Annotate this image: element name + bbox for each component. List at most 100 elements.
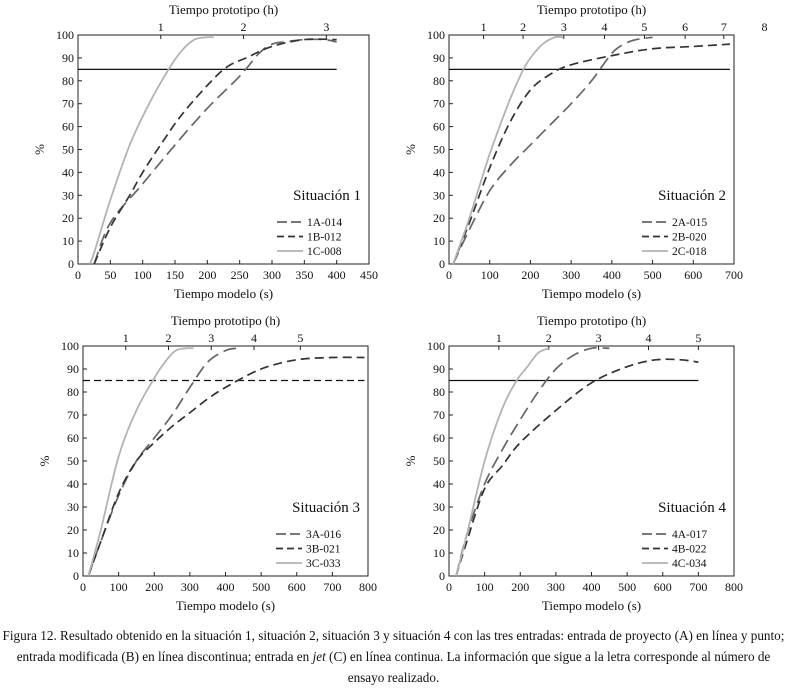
y-tick-label: 80 [62,74,74,88]
y-tick-label: 10 [433,234,445,248]
y-tick-label: 20 [433,211,445,225]
top-tick-label: 2 [520,20,526,34]
legend-label: 3B-021 [306,544,341,556]
y-tick-label: 60 [433,120,445,134]
y-tick-label: 70 [433,97,445,111]
top-axis-label: Tiempo prototipo (h) [537,313,646,328]
x-tick-label: 350 [295,268,313,282]
x-tick-label: 300 [181,580,199,594]
top-axis-label: Tiempo prototipo (h) [537,2,646,17]
chart-panel-4: 0 10 20 30 40 50 60 70 80 90 100 0 100 200 300 400 500 60… [403,313,743,613]
x-tick-label: 400 [328,268,346,282]
y-tick-label: 30 [433,500,445,514]
y-tick-label: 80 [433,385,445,399]
x-tick-label: 0 [446,268,452,282]
x-tick-label: 50 [104,268,116,282]
legend-label: 1B-012 [307,232,342,244]
x-tick-label: 500 [618,580,636,594]
x-tick-label: 600 [654,580,672,594]
y-tick-label: 60 [62,120,74,134]
top-axis-label: Tiempo prototipo (h) [171,313,280,328]
y-tick-label: 40 [67,477,79,491]
chart-panel-1: 0 10 20 30 40 50 60 70 80 90 100 0 50 100 150 200 250 300… [32,2,378,301]
x-tick-label: 200 [145,580,163,594]
top-tick-label: 1 [481,20,487,34]
y-axis-label: % [37,455,52,466]
y-tick-label: 50 [433,143,445,157]
series-line-2A-015 [452,36,653,265]
top-tick-label: 6 [682,20,688,34]
y-tick-label: 70 [67,408,79,422]
x-tick-label: 800 [725,580,743,594]
y-tick-label: 20 [433,523,445,537]
series-line-3B-021 [87,356,365,577]
top-tick-label: 1 [496,331,502,345]
top-tick-label: 7 [721,20,727,34]
chart-panel-3: 0 10 20 30 40 50 60 70 80 90 100 0 100 200 300 400 500 60… [37,313,377,613]
y-tick-label: 20 [67,523,79,537]
series-line-1B-012 [93,38,337,265]
y-tick-label: 100 [427,28,445,42]
x-tick-label: 300 [263,268,281,282]
y-tick-label: 50 [67,454,79,468]
top-tick-label: 4 [251,331,257,345]
top-tick-label: 5 [641,20,647,34]
figure-caption: Figura 12. Resultado obtenido en la situ… [0,625,787,688]
x-tick-label: 200 [511,580,529,594]
y-tick-label: 40 [62,165,74,179]
y-tick-label: 90 [433,51,445,65]
y-tick-label: 90 [67,362,79,376]
x-tick-label: 700 [689,580,707,594]
chart-panel-2: 0 10 20 30 40 50 60 70 80 90 100 0 100 200 300 400 500 60… [403,2,768,301]
y-tick-label: 90 [62,51,74,65]
top-tick-label: 5 [695,331,701,345]
y-tick-label: 50 [433,454,445,468]
situation-title: Situación 4 [658,500,726,516]
top-tick-label: 8 [762,20,768,34]
y-tick-label: 80 [433,74,445,88]
top-tick-label: 1 [158,20,164,34]
y-tick-label: 100 [56,28,74,42]
x-tick-label: 300 [547,580,565,594]
x-axis-label: Tiempo modelo (s) [176,598,275,613]
x-tick-label: 400 [603,268,621,282]
y-tick-label: 90 [433,362,445,376]
x-tick-label: 100 [110,580,128,594]
y-tick-label: 40 [433,477,445,491]
legend-label: 2A-015 [672,217,707,229]
y-tick-label: 0 [73,569,79,583]
legend-label: 4B-022 [672,544,707,556]
caption-jet: jet [312,649,326,664]
top-tick-label: 3 [561,20,567,34]
top-tick-label: 3 [323,20,329,34]
x-tick-label: 600 [684,268,702,282]
y-tick-label: 80 [67,385,79,399]
x-tick-label: 700 [725,268,743,282]
y-tick-label: 10 [433,546,445,560]
series-line-1A-014 [93,38,337,265]
top-tick-label: 2 [166,331,172,345]
legend-label: 4A-017 [672,529,707,541]
y-tick-label: 10 [67,546,79,560]
x-axis-label: Tiempo modelo (s) [174,286,273,301]
x-tick-label: 200 [521,268,539,282]
top-tick-label: 4 [602,20,608,34]
legend-label: 3A-016 [306,529,341,541]
y-tick-label: 0 [68,257,74,271]
x-tick-label: 300 [562,268,580,282]
x-tick-label: 0 [80,580,86,594]
y-tick-label: 20 [62,211,74,225]
x-tick-label: 250 [231,268,249,282]
y-tick-label: 30 [433,188,445,202]
x-tick-label: 400 [217,580,235,594]
caption-part-2: (C) en línea continua. La información qu… [325,649,771,685]
x-tick-label: 0 [75,268,81,282]
legend-label: 2B-020 [672,232,707,244]
y-tick-label: 0 [439,569,445,583]
x-axis-label: Tiempo modelo (s) [542,598,641,613]
y-tick-label: 50 [62,143,74,157]
x-tick-label: 200 [198,268,216,282]
y-tick-label: 60 [433,431,445,445]
top-tick-label: 3 [208,331,214,345]
